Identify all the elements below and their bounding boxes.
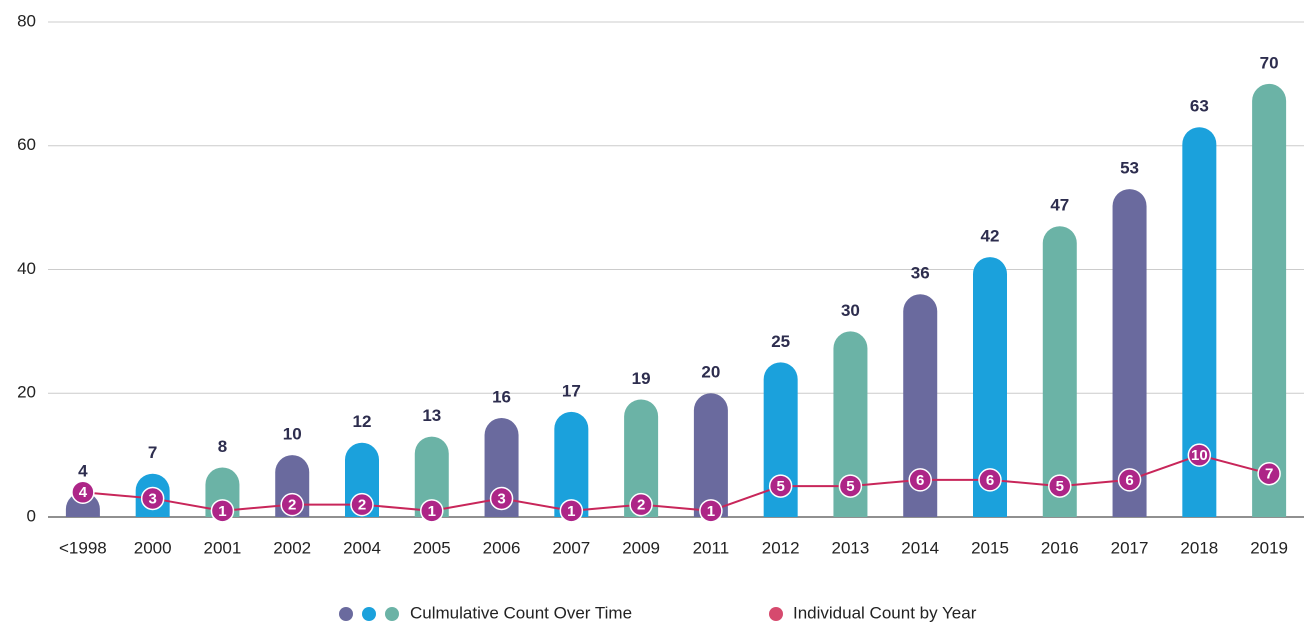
x-tick-label: 2011 (693, 538, 730, 557)
bar (1112, 189, 1147, 517)
line-marker (280, 492, 304, 517)
value-label: 25 (771, 332, 790, 351)
value-label: 20 (701, 363, 720, 382)
marker-label: 3 (148, 490, 156, 507)
value-label: 53 (1120, 159, 1139, 178)
line-marker (489, 486, 514, 511)
legend-swatch (339, 607, 353, 621)
line-marker (71, 480, 95, 504)
legend-label: Culmulative Count Over Time (410, 603, 632, 622)
x-tick-label: 2014 (901, 538, 939, 557)
value-label: 7 (148, 443, 157, 462)
marker-label: 1 (218, 503, 226, 520)
legend-swatch (385, 607, 399, 621)
value-label: 8 (218, 437, 227, 456)
legend-swatch (362, 607, 376, 621)
line (82, 454, 1270, 512)
marker-label: 1 (707, 503, 715, 520)
marker-label: 4 (79, 484, 88, 501)
marker-label: 5 (846, 478, 854, 495)
bar (1182, 127, 1217, 518)
value-label: 12 (353, 412, 372, 431)
line-marker (350, 492, 374, 517)
bar (973, 257, 1007, 517)
line-marker (140, 486, 165, 511)
x-tick-label: 2002 (273, 538, 311, 557)
marker-label: 6 (916, 472, 924, 489)
legend-label: Individual Count by Year (793, 603, 977, 622)
x-tick-label: 2017 (1111, 538, 1149, 557)
line-marker (699, 499, 723, 523)
line-marker (1048, 474, 1072, 498)
bar (624, 399, 659, 517)
value-label: 36 (911, 264, 930, 283)
x-tick-label: 2000 (134, 538, 172, 557)
value-label: 10 (283, 425, 302, 444)
marker-label: 1 (428, 503, 436, 520)
x-tick-label: 2018 (1180, 538, 1218, 557)
x-tick-label: 2015 (971, 538, 1009, 557)
line-marker (768, 474, 793, 498)
line-marker (629, 492, 653, 517)
x-tick-label: 2006 (483, 538, 521, 557)
value-label: 17 (562, 381, 581, 400)
line-marker (838, 474, 863, 498)
marker-label: 5 (1056, 478, 1064, 495)
bar (414, 436, 449, 517)
marker-label: 7 (1265, 466, 1273, 483)
value-label: 63 (1190, 97, 1209, 116)
marker-label: 2 (288, 497, 296, 514)
line-marker (559, 499, 584, 523)
marker-label: 10 (1191, 447, 1208, 464)
x-tick-label: 2012 (762, 538, 800, 557)
x-tick-label: 2001 (204, 538, 242, 557)
x-tick-label: 2019 (1250, 538, 1288, 557)
y-tick-label: 40 (17, 259, 36, 278)
marker-label: 1 (567, 503, 575, 520)
line-marker (1117, 468, 1142, 492)
legend-swatch (769, 607, 783, 621)
value-label: 30 (841, 301, 860, 320)
marker-label: 6 (986, 472, 994, 489)
bar (1252, 83, 1287, 517)
value-label: 16 (492, 387, 511, 406)
marker-label: 3 (497, 490, 505, 507)
line-marker (1187, 443, 1212, 467)
marker-label: 5 (776, 478, 784, 495)
y-tick-label: 0 (27, 506, 36, 525)
bar (693, 393, 728, 517)
line-marker (1257, 461, 1281, 486)
value-label: 13 (422, 406, 441, 425)
x-tick-label: 2004 (343, 538, 381, 557)
bar (833, 331, 868, 517)
line-marker (420, 499, 444, 523)
y-tick-label: 20 (17, 383, 36, 402)
marker-label: 6 (1125, 472, 1133, 489)
y-tick-label: 60 (17, 135, 36, 154)
marker-label: 2 (358, 497, 366, 514)
value-label: 19 (632, 369, 651, 388)
x-tick-label: 2007 (552, 538, 590, 557)
value-label: 4 (78, 462, 88, 481)
bar (903, 294, 938, 517)
bar (554, 411, 589, 517)
x-tick-label: <1998 (59, 538, 107, 557)
x-tick-label: 2013 (832, 538, 870, 557)
value-label: 42 (981, 227, 1000, 246)
value-label: 47 (1050, 196, 1069, 215)
line-marker (908, 468, 932, 492)
x-tick-label: 2016 (1041, 538, 1079, 557)
x-tick-label: 2009 (622, 538, 660, 557)
bar (1042, 226, 1077, 517)
line-marker (978, 468, 1002, 492)
y-tick-label: 80 (17, 11, 36, 30)
x-tick-label: 2005 (413, 538, 451, 557)
line-marker (210, 499, 235, 523)
value-label: 70 (1260, 53, 1279, 72)
marker-label: 2 (637, 497, 645, 514)
